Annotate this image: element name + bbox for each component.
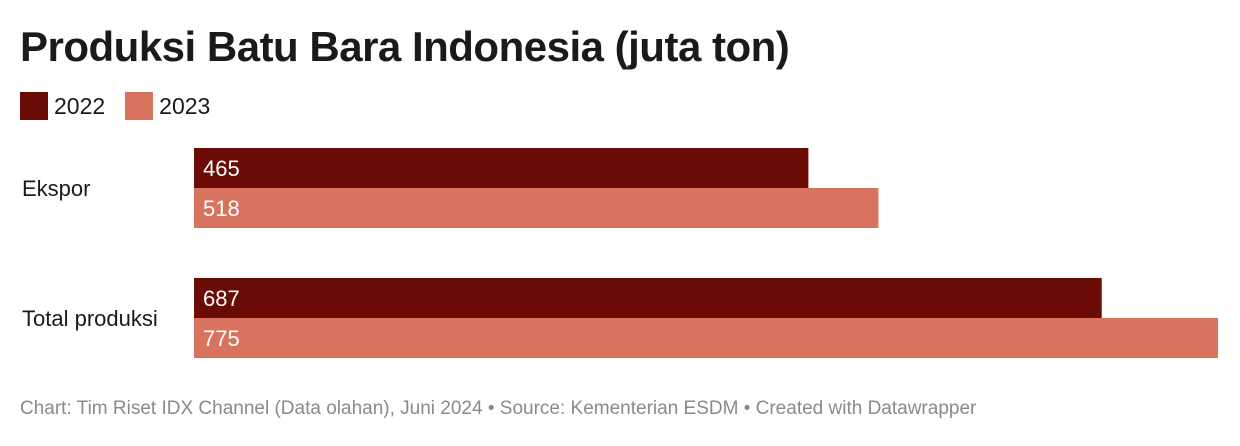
value-label-ekspor-2023: 518: [203, 196, 240, 221]
legend-item-2022: 2022: [20, 92, 105, 120]
legend-label-2023: 2023: [159, 93, 211, 119]
legend-swatch-2022: [20, 92, 48, 120]
legend-swatch-2023: [125, 92, 154, 120]
category-label-total-produksi: Total produksi: [22, 306, 158, 331]
value-label-total-produksi-2022: 687: [203, 286, 240, 311]
value-label-total-produksi-2023: 775: [203, 326, 240, 351]
bar-total-produksi-2022: [194, 278, 1102, 318]
chart-title: Produksi Batu Bara Indonesia (juta ton): [20, 23, 790, 70]
legend-label-2022: 2022: [54, 93, 106, 119]
legend-item-2023: 2023: [125, 92, 210, 120]
chart-footer: Chart: Tim Riset IDX Channel (Data olaha…: [20, 398, 977, 419]
bar-total-produksi-2023: [194, 318, 1218, 358]
category-label-ekspor: Ekspor: [22, 176, 90, 201]
value-label-ekspor-2022: 465: [203, 156, 240, 181]
bar-ekspor-2023: [194, 188, 879, 228]
chart-legend: 2022 2023: [20, 92, 230, 120]
bar-ekspor-2022: [194, 148, 809, 188]
bar-chart: Ekspor 465 518 Total produksi 687 775: [22, 148, 1218, 358]
